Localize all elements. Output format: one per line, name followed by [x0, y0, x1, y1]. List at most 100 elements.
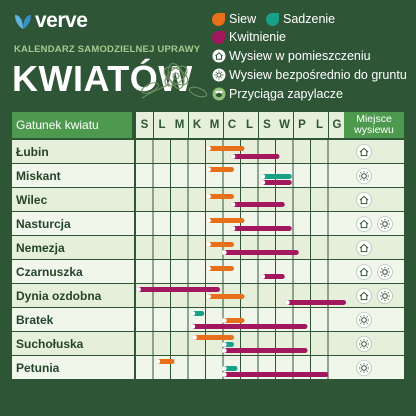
month-cell	[276, 236, 293, 259]
sowing-place	[344, 284, 404, 308]
month-cell	[206, 260, 223, 283]
month-cell	[258, 284, 275, 307]
legend-plant: Sadzenie	[266, 12, 335, 26]
sun-icon	[356, 360, 372, 376]
month-cell	[223, 212, 240, 235]
row-timeline	[12, 140, 404, 163]
month-cell	[258, 188, 275, 211]
month-cell	[153, 236, 170, 259]
bar-start-dot	[221, 372, 227, 377]
bar-start-dot	[206, 242, 211, 247]
sow-bar	[206, 266, 234, 271]
sowing-place	[344, 236, 404, 260]
legend-pollinator: Przyciąga zapylacze	[212, 87, 343, 101]
table-row: Czarnuszka	[12, 260, 404, 284]
month-header: K	[188, 112, 206, 138]
month-cell	[241, 212, 258, 235]
row-timeline	[12, 260, 404, 283]
flower-illustration-icon	[141, 63, 208, 99]
house-icon	[356, 144, 372, 160]
month-cell	[136, 212, 153, 235]
name-cell	[12, 140, 134, 163]
month-cell	[206, 356, 223, 379]
bloom-bar	[260, 274, 285, 279]
species-name: Bratek	[16, 313, 54, 327]
month-cell	[188, 164, 205, 187]
table-row: Nemezja	[12, 236, 404, 260]
name-cell	[12, 236, 134, 259]
month-header: W	[276, 112, 293, 138]
bar-start-dot	[221, 318, 227, 323]
month-cell	[171, 260, 188, 283]
bloom-bar	[284, 300, 346, 305]
table-row: Suchołuska	[12, 332, 404, 356]
sun-icon	[356, 168, 372, 184]
month-cell	[136, 236, 153, 259]
sowing-place	[344, 164, 404, 188]
month-header: M	[206, 112, 223, 138]
month-header: S	[258, 112, 276, 138]
row-timeline	[12, 188, 404, 211]
sow-bar	[192, 335, 234, 340]
month-cell	[171, 236, 188, 259]
sun-icon	[377, 288, 393, 304]
name-cell	[12, 332, 134, 355]
sow-bar	[206, 242, 234, 247]
legend: Siew Sadzenie Kwitnienie Wysiew w pomies…	[212, 10, 412, 110]
bar-start-dot	[260, 180, 266, 185]
month-cell	[241, 188, 258, 211]
month-cell	[241, 140, 258, 163]
name-cell	[12, 212, 134, 235]
bloom-swatch-icon	[212, 30, 225, 44]
legend-bloom-label: Kwitnienie	[229, 30, 286, 44]
name-cell	[12, 356, 134, 379]
month-cell	[328, 212, 345, 235]
row-timeline	[12, 356, 404, 379]
month-cell	[241, 260, 258, 283]
species-name: Wilec	[16, 193, 48, 207]
month-cell	[153, 332, 170, 355]
legend-indoor: Wysiew w pomieszczeniu	[212, 49, 371, 63]
row-timeline	[12, 164, 404, 187]
bar-start-dot	[190, 324, 196, 329]
legend-sow: Siew	[212, 12, 256, 26]
month-cell	[171, 188, 188, 211]
bee-icon	[212, 87, 226, 101]
month-cell	[276, 140, 293, 163]
page-title: KWIATÓW	[12, 58, 193, 99]
bar-start-dot	[190, 311, 196, 316]
sun-icon	[356, 336, 372, 352]
sowing-place	[344, 356, 404, 380]
month-header: S	[136, 112, 153, 138]
legend-sow-label: Siew	[229, 12, 257, 26]
month-cell	[136, 356, 153, 379]
table-row: Dynia ozdobna	[12, 284, 404, 308]
month-cell	[171, 308, 188, 331]
month-cell	[258, 140, 275, 163]
sowing-place	[344, 188, 404, 212]
table-row: Wilec	[12, 188, 404, 212]
month-cell	[241, 284, 258, 307]
month-cell	[258, 212, 275, 235]
bloom-bar	[221, 372, 329, 377]
month-cell	[136, 140, 153, 163]
month-cell	[171, 212, 188, 235]
name-cell	[12, 308, 134, 331]
bar-start-dot	[206, 167, 211, 172]
sowing-place	[344, 332, 404, 356]
name-cell	[12, 260, 134, 283]
row-timeline	[12, 236, 404, 259]
sow-bar	[206, 146, 245, 151]
bloom-bar	[260, 180, 292, 185]
name-cell	[12, 284, 134, 307]
name-cell	[12, 188, 134, 211]
bar-start-dot	[221, 342, 227, 347]
month-header: M	[171, 112, 188, 138]
month-cell	[223, 260, 240, 283]
bar-start-dot	[260, 274, 266, 279]
table-row: Łubin	[12, 140, 404, 164]
legend-indoor-label: Wysiew w pomieszczeniu	[229, 49, 371, 63]
month-cell	[328, 164, 345, 187]
